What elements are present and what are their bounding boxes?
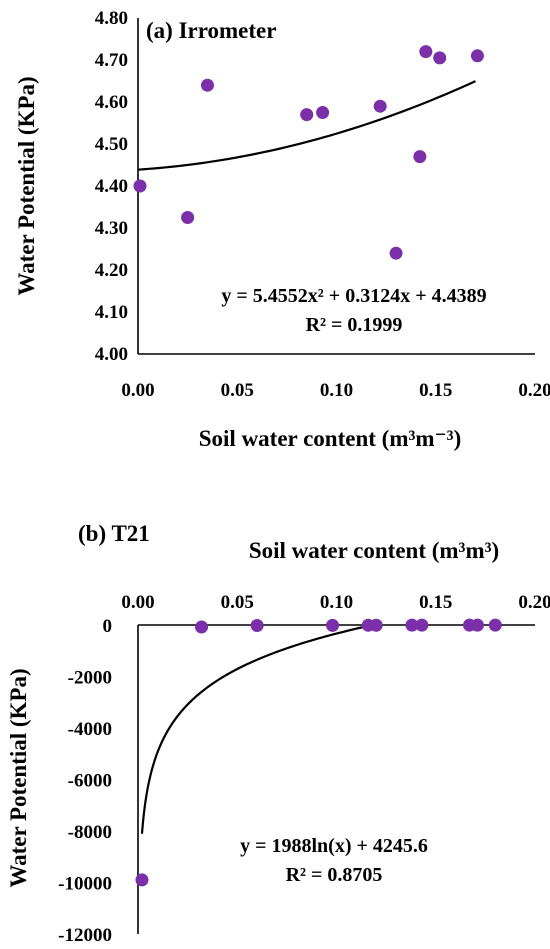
panel-b-x-ticks: 0.00 0.05 0.10 0.15 0.20 (121, 592, 550, 613)
panel-b-y-tick-label: 0 (103, 616, 113, 637)
panel-a-x-tick-label: 0.20 (518, 380, 550, 401)
panel-a-x-axis-label: Soil water content (m³m⁻³) (199, 426, 461, 451)
panel-a-trendline-curve (137, 80, 476, 171)
panel-a-equation: y = 5.4552x² + 0.3124x + 4.4389 (221, 285, 486, 307)
panel-b-data-point (405, 618, 419, 632)
panel-a-x-tick-label: 0.15 (419, 380, 452, 401)
panel-a-y-tick-label: 4.10 (95, 302, 128, 323)
panel-b-x-tick-label: 0.10 (320, 592, 353, 613)
panel-a-data-point (181, 211, 195, 224)
panel-a-x-tick-label: 0.00 (121, 380, 154, 401)
panel-a-data-point (419, 45, 433, 59)
panel-b-equation: y = 1988ln(x) + 4245.6 (240, 835, 428, 857)
panel-a-y-tick-label: 4.20 (95, 260, 128, 281)
panel-b-data-point (250, 619, 264, 633)
panel-b-data-point (195, 620, 209, 634)
panel-b-trendline-curve (140, 623, 373, 834)
panel-a-y-tick-label: 4.60 (95, 92, 128, 113)
panel-b-y-tick-label: -10000 (58, 874, 112, 895)
panel-a-data-point (433, 51, 447, 65)
panel-b-y-tick-label: -2000 (68, 668, 112, 689)
panel-b-x-axis-label: Soil water content (m³m³) (249, 538, 499, 563)
panel-b-x-tick-label: 0.15 (419, 592, 452, 613)
panel-b-title: (b) T21 (78, 521, 150, 546)
panel-a-y-axis-label: Water Potential (KPa) (14, 76, 39, 295)
panel-a-y-tick-label: 4.70 (95, 50, 128, 71)
panel-a-x-tick-label: 0.10 (320, 380, 353, 401)
panel-a-y-tick-label: 4.00 (95, 344, 128, 365)
panel-a-data-point (316, 106, 330, 119)
panel-b-y-tick-label: -4000 (68, 719, 112, 740)
panel-b-data-point (326, 618, 340, 632)
panel-a-irrometer: (a) Irrometer Water Potential (KPa) Soil… (14, 8, 550, 451)
panel-b-r-squared: R² = 0.8705 (286, 864, 383, 886)
panel-a-y-tick-label: 4.40 (95, 176, 128, 197)
panel-b-data-point (135, 873, 149, 887)
panel-a-data-point (300, 108, 314, 122)
panel-b-y-tick-label: -8000 (68, 822, 112, 843)
panel-a-y-tick-label: 4.30 (95, 218, 128, 239)
panel-b-data-point (488, 618, 502, 632)
panel-b-x-tick-label: 0.00 (121, 592, 154, 613)
panel-a-data-point (470, 49, 484, 63)
panel-b-data-point (415, 618, 429, 632)
panel-a-y-tick-label: 4.50 (95, 134, 128, 155)
panel-a-data-point (413, 150, 427, 164)
panel-b-points (135, 618, 502, 887)
panel-a-x-tick-label: 0.05 (221, 380, 254, 401)
panel-b-axes (137, 624, 535, 934)
panel-a-title: (a) Irrometer (146, 18, 276, 43)
panel-b-data-point (369, 618, 383, 632)
panel-a-y-ticks: 4.00 4.10 4.20 4.30 4.40 4.50 4.60 4.70 4.80 (95, 8, 128, 365)
panel-a-data-point (200, 78, 214, 92)
panel-b-x-tick-label: 0.20 (518, 592, 550, 613)
panel-a-y-tick-label: 4.80 (95, 8, 128, 29)
panel-b-y-axis-label: Water Potential (KPa) (6, 668, 31, 887)
panel-a-trendline (137, 80, 476, 171)
panel-b-data-point (470, 618, 484, 632)
panel-b-x-tick-label: 0.05 (221, 592, 254, 613)
panel-b-trendline (140, 623, 373, 834)
panel-a-points (133, 45, 484, 260)
panel-b-y-ticks: 0 -2000 -4000 -6000 -8000 -10000 -12000 (58, 616, 112, 946)
panel-b-y-tick-label: -12000 (58, 925, 112, 946)
panel-a-x-ticks: 0.00 0.05 0.10 0.15 0.20 (121, 380, 550, 401)
panel-b-y-tick-label: -6000 (68, 771, 112, 792)
panel-a-data-point (133, 179, 147, 193)
panel-a-r-squared: R² = 0.1999 (306, 314, 403, 336)
panel-a-data-point (373, 99, 387, 113)
panel-a-data-point (389, 246, 403, 260)
panel-b-t21: (b) T21 Soil water content (m³m³) Water … (6, 521, 550, 946)
